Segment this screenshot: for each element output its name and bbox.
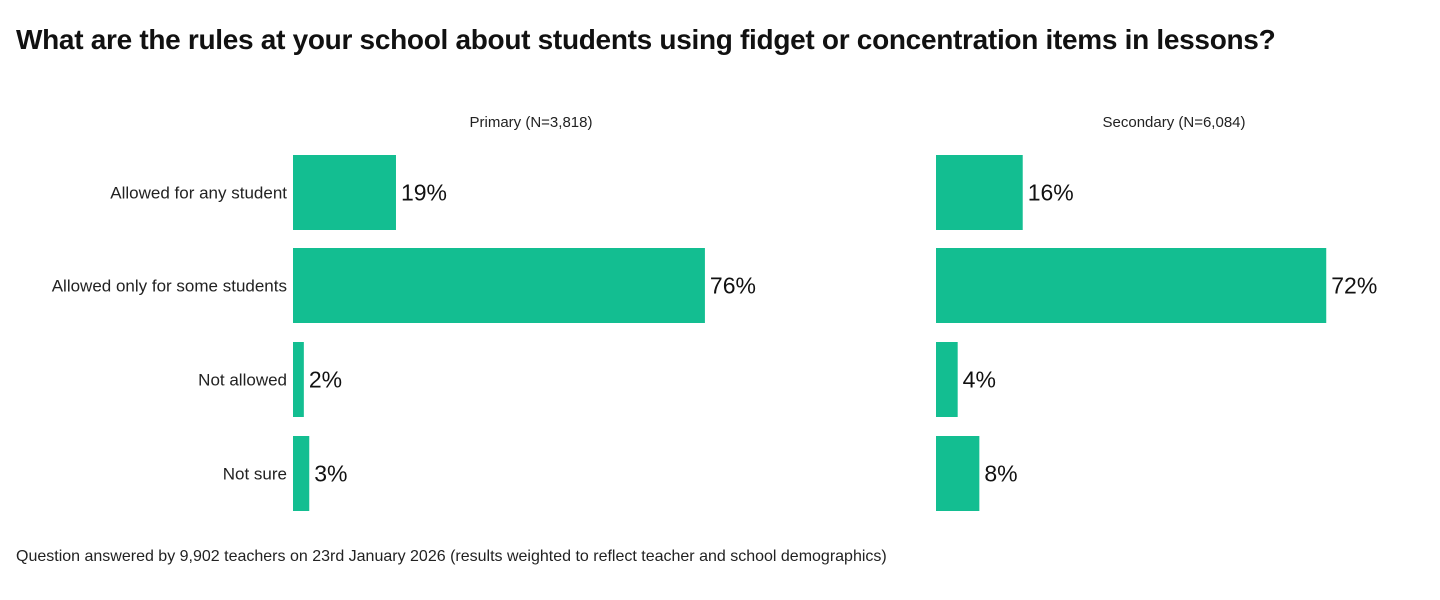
category-label: Allowed for any student — [110, 184, 287, 203]
bar — [293, 436, 310, 511]
chart-title: What are the rules at your school about … — [16, 24, 1276, 55]
data-label: 76% — [710, 273, 756, 299]
bar — [936, 436, 980, 511]
bar — [936, 248, 1327, 323]
data-label: 8% — [984, 461, 1017, 487]
bar — [293, 248, 705, 323]
category-label: Not allowed — [198, 371, 287, 390]
bar — [293, 342, 304, 417]
data-label: 72% — [1331, 273, 1377, 299]
chart-footnote: Question answered by 9,902 teachers on 2… — [16, 548, 887, 565]
data-label: 2% — [309, 367, 342, 393]
panel-title: Secondary (N=6,084) — [1103, 114, 1246, 131]
bar — [293, 155, 396, 230]
category-label: Not sure — [223, 465, 287, 484]
data-label: 4% — [963, 367, 996, 393]
panel-title: Primary (N=3,818) — [470, 114, 593, 131]
data-label: 3% — [314, 461, 347, 487]
bar — [936, 342, 958, 417]
data-label: 19% — [401, 180, 447, 206]
category-label: Allowed only for some students — [52, 277, 287, 296]
bar — [936, 155, 1023, 230]
data-label: 16% — [1028, 180, 1074, 206]
